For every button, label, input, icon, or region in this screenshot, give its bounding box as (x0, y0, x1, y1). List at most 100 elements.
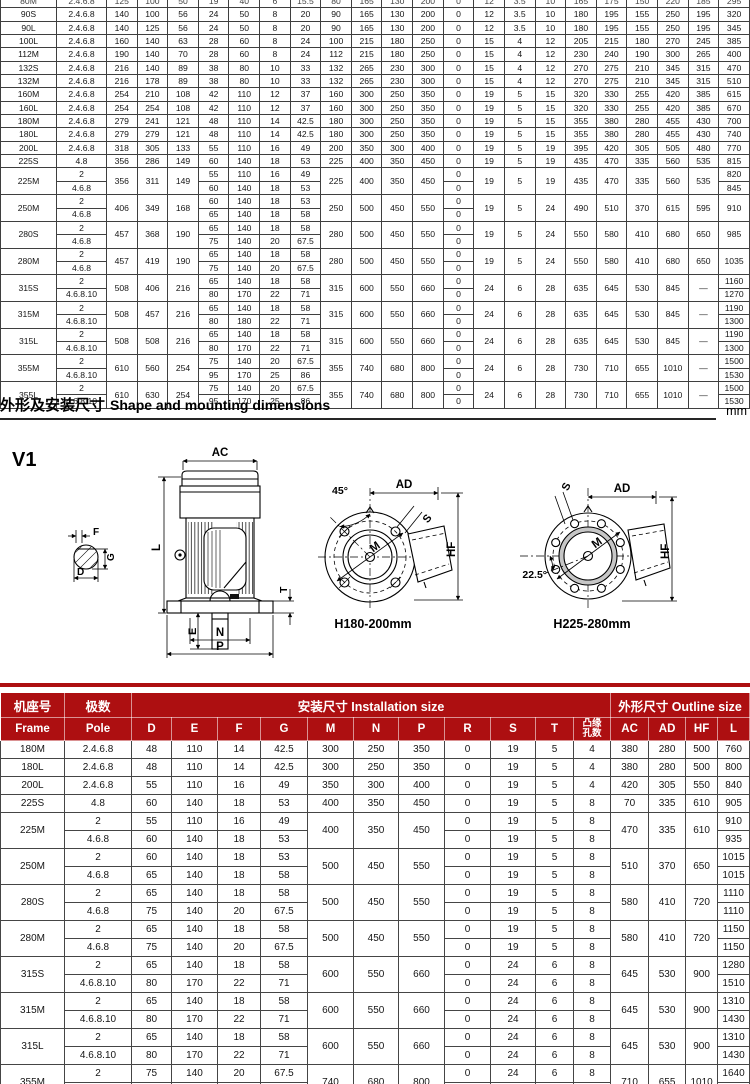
cell: 8 (572, 1028, 612, 1047)
cell: 48 (197, 127, 230, 142)
cell: 215 (350, 47, 383, 62)
cell: 2 (64, 1028, 132, 1047)
cell: 600 (350, 274, 383, 302)
cell: 60 (131, 830, 172, 849)
cell: 645 (595, 274, 628, 302)
cell: 0 (444, 740, 491, 759)
cell: 89 (167, 60, 199, 76)
table-row: 180M 2.4.6.8 48 110 14 42.5 300 250 350 0 19 5 4 380 2… (0, 740, 750, 759)
unit-label: mm (726, 404, 747, 418)
cell: 18 (217, 956, 261, 975)
cell: 315 (320, 300, 352, 329)
cell: 655 (626, 354, 658, 382)
cell: 140 (228, 207, 261, 222)
cell: 24 (534, 194, 567, 222)
cell: 270 (565, 74, 597, 89)
cell: 315S (0, 274, 57, 302)
cell: 315 (687, 60, 720, 76)
cell: 5 (535, 866, 574, 885)
cell: 20 (289, 7, 322, 22)
cell: 280S (0, 220, 57, 249)
header-cell: AD (648, 717, 687, 741)
cell: 840 (717, 776, 750, 795)
cell: 220 (656, 0, 689, 9)
cell: 400 (350, 167, 383, 196)
cell: 580 (610, 920, 650, 957)
cell: 0 (442, 314, 475, 329)
cell: 180 (228, 314, 261, 329)
cell: 6 (535, 1010, 574, 1029)
cell: 42 (197, 87, 230, 102)
cell: 80 (131, 1010, 172, 1029)
cell: 530 (648, 992, 687, 1029)
cell: 670 (718, 100, 750, 116)
cell: 15 (534, 127, 567, 142)
cell: 19 (534, 167, 567, 196)
cell: 195 (687, 7, 720, 22)
cell: 55 (197, 167, 230, 182)
cell: 19 (473, 87, 505, 102)
cell: 15 (473, 34, 505, 49)
cell: 0 (442, 127, 475, 142)
table-row: 160L 2.4.6.8 254 254 108 42 110 12 37 160 300 250 35… (0, 100, 750, 116)
cell: 0 (444, 992, 491, 1011)
cell: 280 (626, 127, 658, 142)
cell: 550 (685, 776, 719, 795)
cell: 330 (595, 100, 628, 116)
cell: 600 (307, 956, 354, 993)
cell: 305 (136, 140, 169, 156)
cell: 53 (260, 830, 308, 849)
cell: 4 (572, 776, 612, 795)
cell: 140 (136, 34, 169, 49)
cell: 380 (595, 127, 628, 142)
cell: 225S (0, 154, 57, 169)
cell: 0 (444, 758, 491, 777)
cell: 42.5 (260, 758, 308, 777)
cell: 420 (656, 100, 689, 116)
cell: 80 (197, 340, 230, 356)
cell: 8 (572, 938, 612, 957)
cell: 225M (0, 812, 65, 849)
cell: 56 (167, 20, 199, 36)
cell: 355 (320, 354, 352, 382)
cell: 650 (687, 220, 720, 249)
cell: 20 (259, 260, 291, 276)
cell: 0 (442, 367, 475, 382)
table-row: 90L 2.4.6.8 140 125 56 24 50 8 20 90 165 130 200 0 12 3… (0, 20, 750, 36)
cell: 455 (656, 127, 689, 142)
cell: 170 (228, 340, 261, 356)
cell: 110 (228, 167, 261, 182)
cell: 110 (171, 758, 218, 777)
cell: 132 (320, 74, 352, 89)
cell: 0 (444, 812, 491, 831)
cell: 4.6.8 (56, 234, 107, 249)
cell: 560 (656, 154, 689, 169)
cell: 760 (717, 740, 750, 759)
cell: 28 (197, 34, 230, 49)
cell: 80 (197, 287, 230, 302)
cell: 200 (412, 7, 444, 22)
cell: 22 (259, 314, 291, 329)
cell: 121 (167, 114, 199, 129)
cell: 0 (444, 920, 491, 939)
cell: 406 (136, 274, 169, 302)
cell: 216 (106, 74, 138, 89)
cell: 12 (534, 34, 567, 49)
table-row: 225M 2 356 311 149 55 110 16 49 225 400 350 450 0 19 5 1… (0, 167, 750, 196)
cell: 28 (534, 327, 567, 356)
cell: 550 (412, 194, 444, 222)
cell: 455 (656, 114, 689, 129)
cell: 550 (398, 920, 445, 957)
cell: 65 (197, 247, 230, 262)
cell: 10 (534, 20, 567, 36)
cell: 140 (171, 1028, 218, 1047)
cell: 12 (473, 0, 505, 9)
cell: 140 (228, 234, 261, 249)
cell: 28 (197, 47, 230, 62)
cell: 680 (656, 220, 689, 249)
cell: 0 (442, 34, 475, 49)
cell: 18 (259, 327, 291, 342)
cell: 230 (381, 60, 414, 76)
cell: 170 (171, 974, 218, 993)
section-title-en: Shape and mounting dimensions (110, 397, 331, 413)
